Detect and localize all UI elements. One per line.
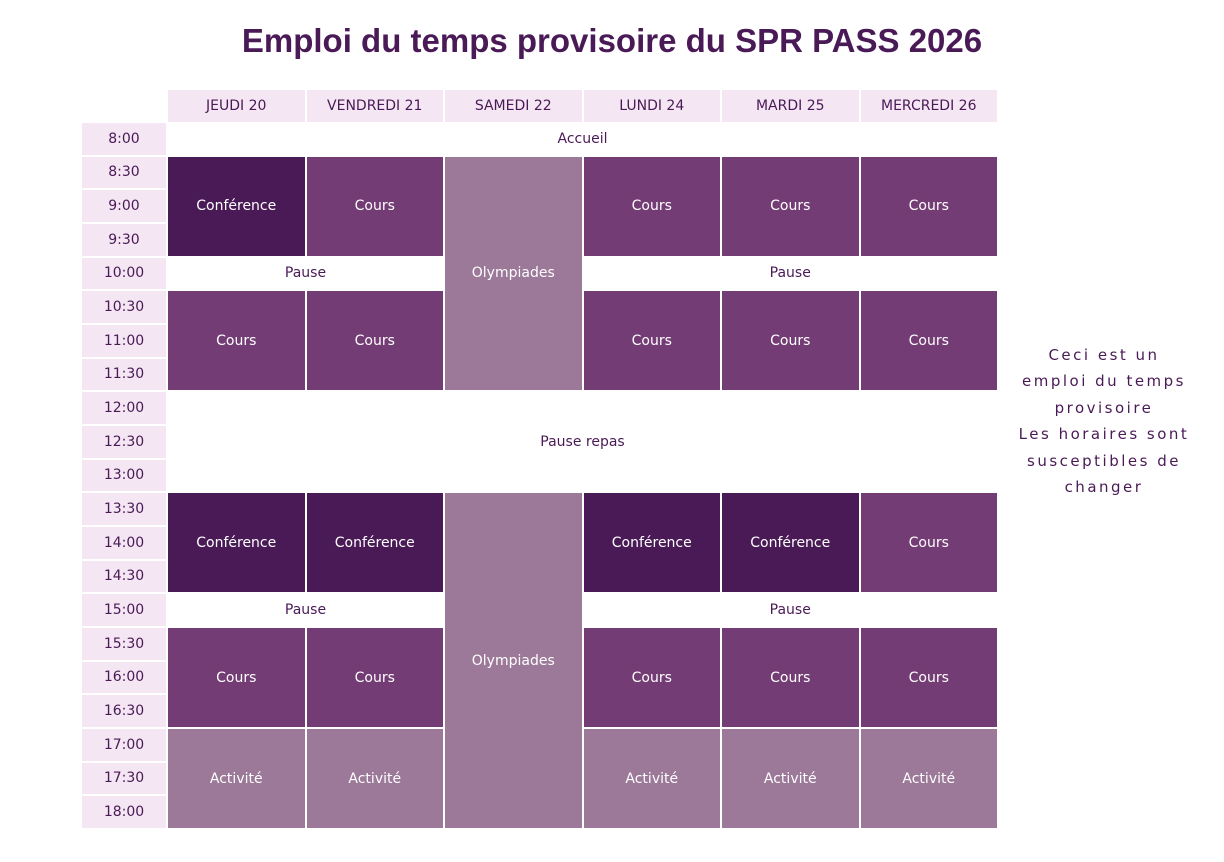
time-label: 16:00 [82,661,166,694]
note-line: emploi du temps [1022,372,1186,391]
time-label: 15:30 [82,628,166,660]
note: Ceci est un emploi du temps provisoire Les … [1004,342,1204,500]
schedule-block: Cours [722,291,859,391]
day-header: JEUDI 20 [168,90,305,122]
time-label: 8:00 [82,123,166,155]
schedule-block: Pause [168,594,443,626]
schedule-block: Cours [860,493,997,593]
schedule-block: Cours [860,628,997,727]
schedule-block: Activité [722,729,859,828]
schedule-block: Cours [722,628,859,727]
schedule-block: Cours [168,628,305,727]
schedule-block: Cours [583,156,720,256]
time-label: 12:30 [82,426,166,458]
schedule-block: Activité [583,729,720,828]
time-label: 17:30 [82,762,166,795]
schedule-block: Conférence [583,493,720,593]
day-header: LUNDI 24 [583,90,720,122]
note-line: Les horaires sont [1018,425,1190,444]
schedule-block: Cours [860,291,997,391]
schedule-block: Pause [583,594,997,626]
note-line: susceptibles de [1027,451,1181,470]
time-label: 9:30 [82,224,166,256]
time-label: 14:30 [82,560,166,593]
day-header: VENDREDI 21 [306,90,443,122]
schedule-block: Olympiades [445,156,582,391]
day-header: SAMEDI 22 [445,90,582,122]
schedule-block: Conférence [168,493,305,593]
schedule-block: Accueil [168,123,997,155]
time-label: 10:30 [82,291,166,323]
time-label: 17:00 [82,729,166,761]
time-label: 12:00 [82,392,166,424]
time-label: 11:00 [82,325,166,357]
time-label: 10:00 [82,257,166,290]
schedule-block: Cours [583,628,720,727]
title: Emploi du temps provisoire du SPR PASS 2… [241,22,983,59]
schedule-block: Pause [583,257,997,290]
time-label: 16:30 [82,695,166,727]
note-line: Ceci est un [1048,346,1160,364]
schedule-block: Cours [168,291,305,391]
schedule-block: Cours [860,156,997,256]
schedule-block: Pause repas [168,392,997,492]
time-label: 13:30 [82,493,166,525]
day-header: MARDI 25 [722,90,859,122]
time-label: 9:00 [82,190,166,222]
schedule-block: Activité [306,729,443,828]
schedule-block: Pause [168,257,443,290]
note-line: provisoire [1054,398,1154,417]
schedule-block: Cours [306,291,443,391]
schedule-block: Conférence [168,156,305,256]
schedule-block: Olympiades [445,493,582,828]
schedule-block: Cours [583,291,720,391]
schedule-block: Conférence [306,493,443,593]
schedule-block: Activité [168,729,305,828]
time-label: 8:30 [82,156,166,189]
time-label: 14:00 [82,527,166,559]
note-line: changer [1064,478,1144,497]
time-label: 11:30 [82,358,166,391]
schedule-block: Cours [722,156,859,256]
time-label: 18:00 [82,796,166,828]
time-label: 15:00 [82,594,166,626]
day-header: MERCREDI 26 [860,90,997,122]
time-label: 13:00 [82,459,166,492]
schedule-block: Cours [306,156,443,256]
schedule-block: Conférence [722,493,859,593]
schedule-block: Activité [860,729,997,828]
schedule-block: Cours [306,628,443,727]
